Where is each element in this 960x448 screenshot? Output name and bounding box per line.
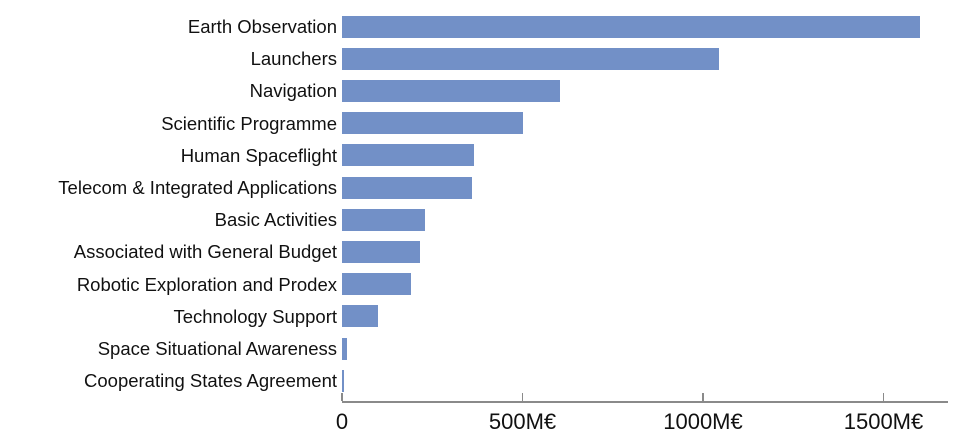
category-label: Scientific Programme: [161, 112, 337, 134]
bar: [342, 240, 420, 263]
x-axis-tick: [702, 393, 704, 401]
category-label: Earth Observation: [187, 16, 337, 37]
bar: [342, 15, 920, 38]
category-label: Cooperating States Agreement: [84, 370, 337, 392]
x-axis-tick-label: 500M€: [488, 409, 557, 434]
x-axis-tick: [521, 393, 524, 401]
x-axis-line: [342, 401, 948, 403]
category-label: Telecom & Integrated Applications: [58, 177, 337, 198]
category-label: Technology Support: [173, 305, 337, 327]
category-label: Launchers: [250, 48, 337, 70]
bar: [342, 305, 379, 328]
bar: [342, 208, 425, 231]
category-label: Navigation: [249, 80, 337, 102]
category-label: Human Spaceflight: [180, 144, 337, 166]
bar: [342, 273, 411, 296]
bar: [342, 112, 523, 135]
bar: [342, 144, 474, 167]
x-axis-tick: [341, 393, 343, 401]
x-axis-tick: [882, 393, 885, 401]
bar: [342, 369, 344, 392]
x-axis-tick-label: 1500M€: [843, 409, 924, 434]
category-label: Associated with General Budget: [73, 241, 337, 263]
bar: [342, 79, 561, 102]
category-label: Robotic Exploration and Prodex: [76, 273, 337, 295]
category-label: Space Situational Awareness: [97, 338, 337, 359]
x-axis-tick-label: 1000M€: [663, 409, 743, 434]
x-axis-tick-label: 0: [335, 409, 349, 434]
category-label: Basic Activities: [214, 209, 337, 231]
bar: [342, 176, 472, 199]
bar: [342, 337, 348, 360]
bar: [342, 47, 720, 70]
